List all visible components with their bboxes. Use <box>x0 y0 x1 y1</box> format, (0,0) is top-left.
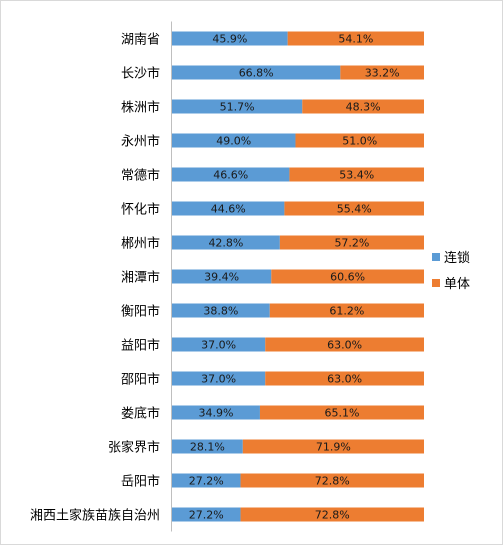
category-label: 娄底市 <box>121 406 160 422</box>
bar-segment-chain <box>172 303 270 318</box>
data-label: 53.4% <box>339 169 374 182</box>
bar-segment-single <box>289 167 424 182</box>
data-label: 37.0% <box>201 339 236 352</box>
bar-segment-single <box>279 235 424 250</box>
bar-segment-single <box>269 303 424 318</box>
legend-swatch <box>432 253 440 261</box>
bar-segment-chain <box>172 201 285 216</box>
category-label: 益阳市 <box>121 338 160 354</box>
bar-segment-single <box>259 405 424 420</box>
bars-group <box>172 31 424 522</box>
percent-labels-group: 45.9% 54.1% 66.8% 33.2% 51.7% 48.3% 49.0% 51.0%… <box>189 33 400 522</box>
bar-segment-single <box>265 371 424 386</box>
data-label: 33.2% <box>365 67 400 80</box>
data-label: 27.2% <box>189 475 224 488</box>
bar-segment-single <box>265 337 424 352</box>
data-label: 42.8% <box>208 237 243 250</box>
legend-label: 连锁 <box>444 250 470 266</box>
bar-segment-chain <box>172 167 290 182</box>
data-label: 48.3% <box>346 101 381 114</box>
category-label: 张家界市 <box>108 440 160 456</box>
data-label: 49.0% <box>216 135 251 148</box>
bar-segment-chain <box>172 507 241 522</box>
bar-segment-single <box>284 201 424 216</box>
bar-segment-single <box>242 439 424 454</box>
data-label: 65.1% <box>324 407 359 420</box>
category-label: 永州市 <box>121 134 160 150</box>
bar-segment-single <box>340 65 424 80</box>
data-label: 61.2% <box>329 305 364 318</box>
bar-segment-chain <box>172 405 260 420</box>
bar-segment-chain <box>172 269 272 284</box>
category-label: 株洲市 <box>121 100 160 116</box>
data-label: 57.2% <box>334 237 369 250</box>
data-label: 44.6% <box>211 203 246 216</box>
bar-segment-chain <box>172 473 241 488</box>
data-label: 46.6% <box>213 169 248 182</box>
category-label: 怀化市 <box>121 202 160 218</box>
data-label: 66.8% <box>239 67 274 80</box>
category-label: 岳阳市 <box>121 474 160 490</box>
bar-segment-single <box>240 473 424 488</box>
data-label: 63.0% <box>327 339 362 352</box>
category-label: 长沙市 <box>121 66 160 82</box>
data-label: 72.8% <box>315 475 350 488</box>
category-label: 湘西土家族苗族自治州 <box>30 508 160 524</box>
category-label: 衡阳市 <box>121 304 160 320</box>
data-label: 51.0% <box>342 135 377 148</box>
data-label: 27.2% <box>189 509 224 522</box>
data-label: 28.1% <box>190 441 225 454</box>
data-label: 38.8% <box>203 305 238 318</box>
data-label: 34.9% <box>198 407 233 420</box>
data-label: 71.9% <box>316 441 351 454</box>
bar-segment-single <box>295 133 424 148</box>
data-label: 55.4% <box>337 203 372 216</box>
data-label: 60.6% <box>330 271 365 284</box>
bar-segment-chain <box>172 371 266 386</box>
bar-segment-chain <box>172 31 288 46</box>
bar-segment-chain <box>172 439 243 454</box>
data-label: 51.7% <box>220 101 255 114</box>
legend-swatch <box>432 279 440 287</box>
data-label: 72.8% <box>315 509 350 522</box>
category-label: 常德市 <box>121 168 160 184</box>
data-label: 45.9% <box>212 33 247 46</box>
category-labels-group: 湖南省长沙市株洲市永州市常德市怀化市郴州市湘潭市衡阳市益阳市邵阳市娄底市张家界市… <box>30 32 160 524</box>
bar-segment-single <box>302 99 424 114</box>
data-label: 63.0% <box>327 373 362 386</box>
bar-segment-chain <box>172 65 341 80</box>
category-label: 湖南省 <box>121 32 160 48</box>
category-label: 郴州市 <box>121 236 160 252</box>
bar-segment-chain <box>172 235 280 250</box>
bar-segment-single <box>271 269 424 284</box>
data-label: 39.4% <box>204 271 239 284</box>
category-label: 邵阳市 <box>121 372 160 388</box>
data-label: 37.0% <box>201 373 236 386</box>
data-label: 54.1% <box>338 33 373 46</box>
bar-segment-chain <box>172 133 296 148</box>
bar-segment-chain <box>172 99 303 114</box>
bar-segment-single <box>287 31 424 46</box>
bar-segment-chain <box>172 337 266 352</box>
bar-segment-single <box>240 507 424 522</box>
legend-label: 单体 <box>444 277 470 292</box>
category-label: 湘潭市 <box>121 270 160 286</box>
